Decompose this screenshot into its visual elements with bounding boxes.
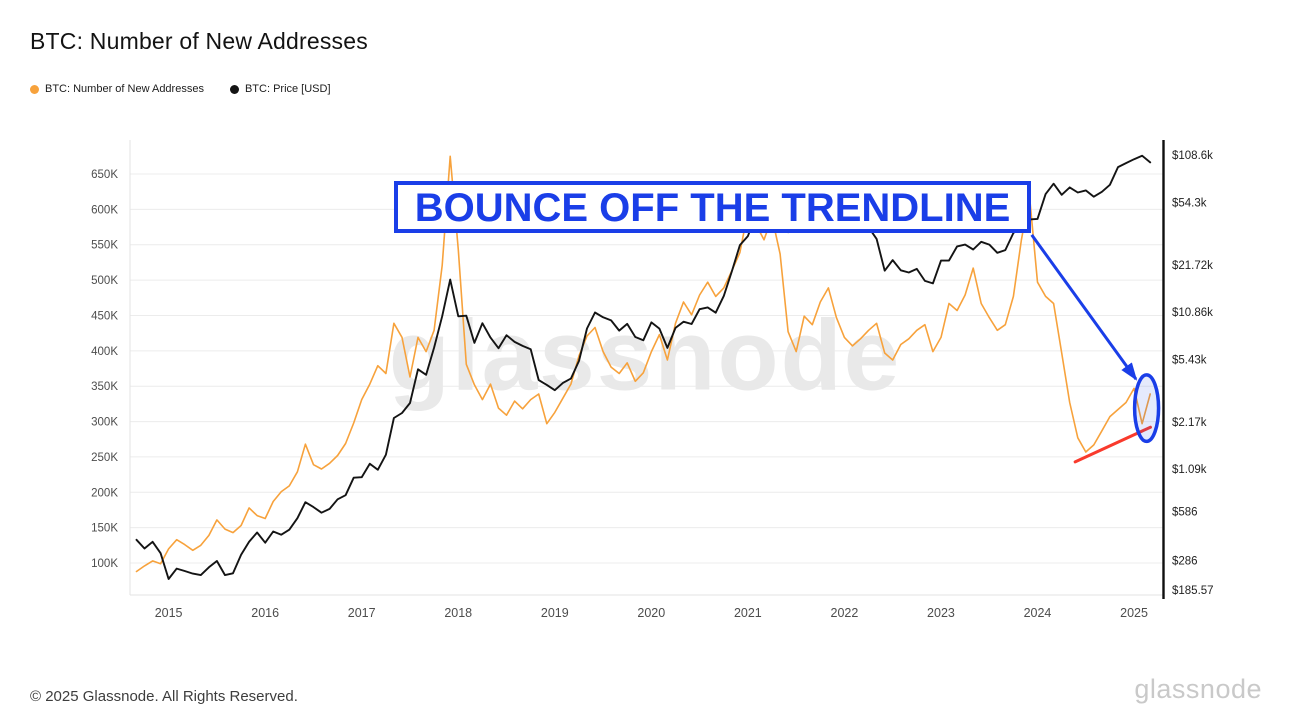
x-axis-tick-label: 2023 — [927, 606, 955, 620]
annotation-box — [394, 181, 1031, 233]
x-axis-tick-label: 2024 — [1024, 606, 1052, 620]
legend: BTC: Number of New Addresses BTC: Price … — [30, 83, 331, 95]
right-axis-tick-label: $108.6k — [1172, 150, 1213, 162]
right-axis-tick-label: $21.72k — [1172, 260, 1213, 272]
footer: © 2025 Glassnode. All Rights Reserved. g… — [30, 674, 1262, 705]
page-title: BTC: Number of New Addresses — [30, 28, 368, 54]
annotation-text: BOUNCE OFF THE TRENDLINE — [415, 186, 1011, 230]
x-axis-tick-label: 2016 — [251, 606, 279, 620]
left-axis-tick-label: 500K — [91, 275, 118, 287]
right-axis-tick-label: $185.57 — [1172, 585, 1214, 597]
legend-label-new-addresses: BTC: Number of New Addresses — [45, 83, 204, 95]
series-line-price[interactable] — [135, 154, 1152, 580]
x-axis-tick-label: 2022 — [831, 606, 859, 620]
left-axis-tick-label: 300K — [91, 417, 118, 429]
left-axis-tick-label: 150K — [91, 523, 118, 535]
right-axis-tick-label: $286 — [1172, 555, 1198, 567]
left-axis-tick-label: 650K — [91, 169, 118, 181]
right-axis-tick-label: $2.17k — [1172, 417, 1207, 429]
right-axis-tick-label: $1.09k — [1172, 464, 1207, 476]
right-axis-tick-label: $54.3k — [1172, 197, 1207, 209]
left-axis-tick-label: 200K — [91, 487, 118, 499]
glassnode-logo: glassnode — [1134, 674, 1262, 704]
left-axis-tick-label: 450K — [91, 310, 118, 322]
x-axis-tick-label: 2017 — [348, 606, 376, 620]
right-axis-tick-label: $5.43k — [1172, 355, 1207, 367]
legend-dot-new-addresses-icon — [30, 84, 39, 94]
right-axis-tick-label: $586 — [1172, 507, 1198, 519]
arrow-annotation — [1030, 233, 1138, 381]
chart-canvas[interactable]: 650K 600K 550K 500K 450K 400K 350K 300K 250K 200K… — [0, 120, 1292, 660]
x-axis-tick-label: 2019 — [541, 606, 569, 620]
legend-item-price[interactable]: BTC: Price [USD] — [229, 83, 331, 95]
chart-area: 650K 600K 550K 500K 450K 400K 350K 300K 250K 200K… — [0, 120, 1292, 660]
x-axis-tick-label: 2018 — [444, 606, 472, 620]
left-axis-tick-label: 250K — [91, 452, 118, 464]
copyright-text: © 2025 Glassnode. All Rights Reserved. — [30, 688, 298, 705]
left-axis-tick-label: 100K — [91, 558, 118, 570]
highlight-ellipse-annotation — [1132, 373, 1161, 444]
x-axis-tick-label: 2015 — [155, 606, 183, 620]
left-axis-tick-label: 350K — [91, 381, 118, 393]
legend-dot-price-icon — [229, 84, 239, 94]
x-axis-tick-label: 2021 — [734, 606, 762, 620]
left-axis-tick-label: 400K — [91, 346, 118, 358]
legend-label-price: BTC: Price [USD] — [244, 83, 331, 95]
right-axis-tick-label: $10.86k — [1172, 307, 1213, 319]
series-line-new-addresses[interactable] — [135, 155, 1151, 573]
legend-item-new-addresses[interactable]: BTC: Number of New Addresses — [30, 83, 204, 95]
x-axis-tick-label: 2025 — [1120, 606, 1148, 620]
x-axis-tick-label: 2020 — [637, 606, 665, 620]
left-axis-tick-label: 550K — [91, 240, 118, 252]
left-axis-tick-label: 600K — [91, 204, 118, 216]
